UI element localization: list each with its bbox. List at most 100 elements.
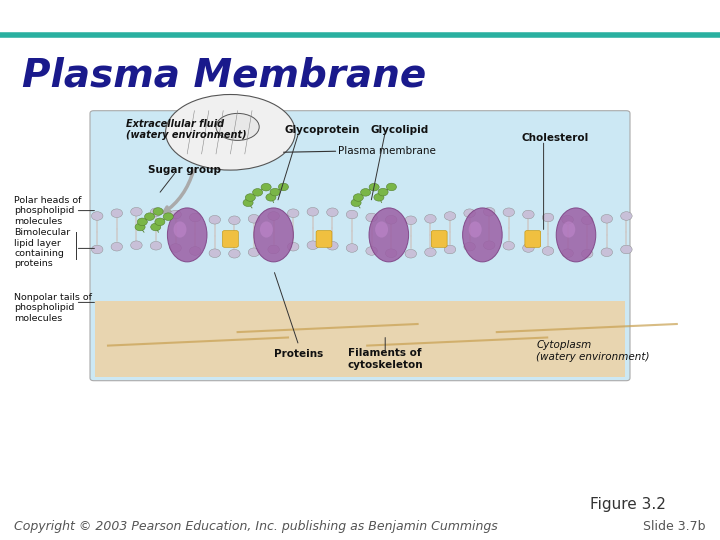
Text: Extracellular fluid
(watery environment): Extracellular fluid (watery environment) bbox=[126, 119, 247, 140]
Circle shape bbox=[111, 209, 122, 218]
Circle shape bbox=[155, 218, 165, 226]
Circle shape bbox=[287, 242, 299, 251]
Circle shape bbox=[189, 213, 201, 222]
Circle shape bbox=[346, 210, 358, 219]
Circle shape bbox=[327, 208, 338, 217]
Circle shape bbox=[248, 248, 260, 256]
Circle shape bbox=[354, 194, 364, 201]
Circle shape bbox=[209, 215, 220, 224]
Circle shape bbox=[150, 223, 161, 231]
Circle shape bbox=[351, 199, 361, 206]
Text: Nonpolar tails of
phospholipid
molecules: Nonpolar tails of phospholipid molecules bbox=[14, 293, 92, 323]
Circle shape bbox=[163, 213, 174, 220]
Circle shape bbox=[387, 183, 397, 191]
Circle shape bbox=[91, 245, 103, 254]
Ellipse shape bbox=[216, 113, 259, 140]
Circle shape bbox=[601, 214, 613, 223]
Circle shape bbox=[307, 207, 318, 216]
Circle shape bbox=[464, 209, 475, 218]
Circle shape bbox=[562, 215, 573, 224]
Circle shape bbox=[562, 249, 573, 258]
Circle shape bbox=[130, 207, 142, 216]
Circle shape bbox=[601, 248, 613, 256]
FancyBboxPatch shape bbox=[316, 231, 332, 247]
Circle shape bbox=[229, 249, 240, 258]
Circle shape bbox=[385, 249, 397, 258]
FancyBboxPatch shape bbox=[95, 301, 625, 377]
Circle shape bbox=[189, 247, 201, 255]
Circle shape bbox=[405, 249, 417, 258]
Circle shape bbox=[542, 213, 554, 222]
Ellipse shape bbox=[260, 221, 273, 238]
Circle shape bbox=[248, 214, 260, 223]
Circle shape bbox=[374, 193, 384, 201]
Text: Polar heads of
phospholipid
molecules: Polar heads of phospholipid molecules bbox=[14, 195, 82, 226]
Circle shape bbox=[366, 247, 377, 255]
Circle shape bbox=[229, 216, 240, 225]
Ellipse shape bbox=[167, 208, 207, 262]
Circle shape bbox=[145, 213, 155, 220]
Circle shape bbox=[582, 216, 593, 225]
Text: Sugar group: Sugar group bbox=[148, 165, 220, 174]
Circle shape bbox=[268, 245, 279, 254]
Circle shape bbox=[170, 210, 181, 219]
Text: Proteins: Proteins bbox=[274, 349, 323, 359]
Circle shape bbox=[542, 247, 554, 255]
Text: Plasma membrane: Plasma membrane bbox=[338, 146, 436, 156]
FancyBboxPatch shape bbox=[222, 231, 238, 247]
Ellipse shape bbox=[557, 208, 596, 262]
Circle shape bbox=[369, 184, 379, 191]
Circle shape bbox=[503, 208, 515, 217]
Circle shape bbox=[111, 242, 122, 251]
Ellipse shape bbox=[375, 221, 388, 238]
Circle shape bbox=[243, 199, 253, 206]
FancyBboxPatch shape bbox=[90, 111, 630, 381]
Circle shape bbox=[150, 208, 162, 217]
Ellipse shape bbox=[254, 208, 294, 262]
Ellipse shape bbox=[562, 221, 575, 238]
Circle shape bbox=[346, 244, 358, 252]
Circle shape bbox=[523, 244, 534, 252]
Text: Filaments of
cytoskeleton: Filaments of cytoskeleton bbox=[347, 348, 423, 370]
Circle shape bbox=[464, 242, 475, 251]
Text: Plasma Membrane: Plasma Membrane bbox=[22, 57, 426, 94]
Circle shape bbox=[253, 188, 263, 196]
Circle shape bbox=[270, 188, 280, 196]
Circle shape bbox=[209, 249, 220, 258]
Circle shape bbox=[266, 193, 276, 201]
Circle shape bbox=[91, 212, 103, 220]
Circle shape bbox=[425, 214, 436, 223]
Circle shape bbox=[366, 213, 377, 222]
Circle shape bbox=[503, 241, 515, 250]
Text: Figure 3.2: Figure 3.2 bbox=[590, 497, 666, 512]
Circle shape bbox=[261, 184, 271, 191]
Circle shape bbox=[327, 241, 338, 250]
Circle shape bbox=[307, 241, 318, 249]
Text: Cytoplasm
(watery environment): Cytoplasm (watery environment) bbox=[536, 340, 650, 362]
Circle shape bbox=[135, 223, 145, 231]
FancyBboxPatch shape bbox=[431, 231, 447, 247]
Circle shape bbox=[405, 216, 417, 225]
Circle shape bbox=[279, 183, 289, 191]
Text: Glycolipid: Glycolipid bbox=[371, 125, 429, 134]
Circle shape bbox=[483, 241, 495, 249]
Text: Glycoprotein: Glycoprotein bbox=[284, 125, 360, 134]
Circle shape bbox=[582, 249, 593, 258]
Ellipse shape bbox=[166, 94, 295, 170]
Text: Slide 3.7b: Slide 3.7b bbox=[643, 520, 706, 533]
Circle shape bbox=[425, 248, 436, 256]
Circle shape bbox=[621, 245, 632, 254]
Circle shape bbox=[138, 218, 148, 226]
Ellipse shape bbox=[463, 208, 503, 262]
Circle shape bbox=[130, 241, 142, 249]
Circle shape bbox=[483, 207, 495, 216]
Text: Bimolecular
lipid layer
containing
proteins: Bimolecular lipid layer containing prote… bbox=[14, 228, 71, 268]
Circle shape bbox=[385, 215, 397, 224]
Circle shape bbox=[268, 212, 279, 220]
Circle shape bbox=[523, 210, 534, 219]
Circle shape bbox=[170, 244, 181, 252]
Circle shape bbox=[150, 241, 162, 250]
Text: Cholesterol: Cholesterol bbox=[522, 133, 589, 143]
Ellipse shape bbox=[469, 221, 482, 238]
Ellipse shape bbox=[174, 221, 186, 238]
